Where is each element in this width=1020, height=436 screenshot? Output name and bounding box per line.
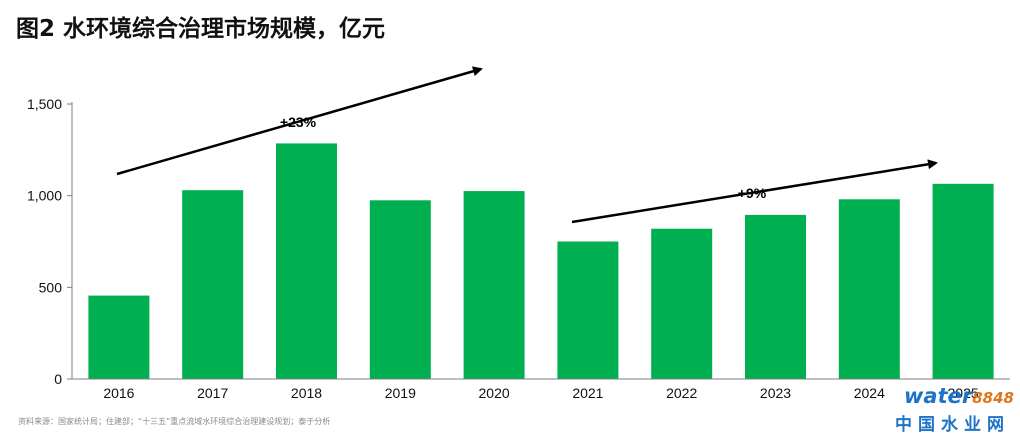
- x-tick-label: 2025: [948, 385, 979, 401]
- x-tick-label: 2020: [479, 385, 510, 401]
- y-tick-label: 0: [54, 371, 62, 387]
- bar-2017: [182, 190, 244, 379]
- growth-arrow: [571, 159, 938, 224]
- x-tick-label: 2024: [854, 385, 885, 401]
- x-tick-label: 2019: [385, 385, 416, 401]
- x-tick-label: 2021: [572, 385, 603, 401]
- source-note: 资料来源：国家统计局；住建部；“十三五”重点流域水环境综合治理建设规划；泰于分析: [18, 417, 331, 426]
- bar-2022: [651, 228, 713, 379]
- bar-2020: [463, 191, 525, 379]
- watermark-logo: water8848 中国水业网: [874, 384, 1014, 435]
- bar-2021: [557, 241, 619, 379]
- x-tick-label: 2016: [103, 385, 134, 401]
- x-tick-label: 2022: [666, 385, 697, 401]
- growth-arrow: [116, 66, 483, 176]
- y-tick-label: 500: [39, 279, 63, 295]
- bar-2016: [88, 295, 150, 379]
- x-tick-label: 2018: [291, 385, 322, 401]
- bar-2025: [932, 183, 994, 380]
- bar-2018: [276, 143, 337, 379]
- y-tick-label: 1,500: [27, 96, 62, 112]
- chart-title: 图2 水环境综合治理市场规模，亿元: [16, 16, 386, 42]
- growth-label: +9%: [738, 185, 767, 201]
- x-tick-label: 2017: [197, 385, 228, 401]
- x-tick-label: 2023: [760, 385, 791, 401]
- y-tick-label: 1,000: [27, 188, 62, 204]
- bar-2023: [745, 214, 806, 379]
- watermark-bottom: 中国水业网: [895, 415, 1010, 435]
- bar-2019: [369, 200, 431, 380]
- watermark-top: water8848: [904, 384, 1014, 408]
- bar-2024: [838, 199, 900, 379]
- growth-label: +23%: [280, 114, 317, 130]
